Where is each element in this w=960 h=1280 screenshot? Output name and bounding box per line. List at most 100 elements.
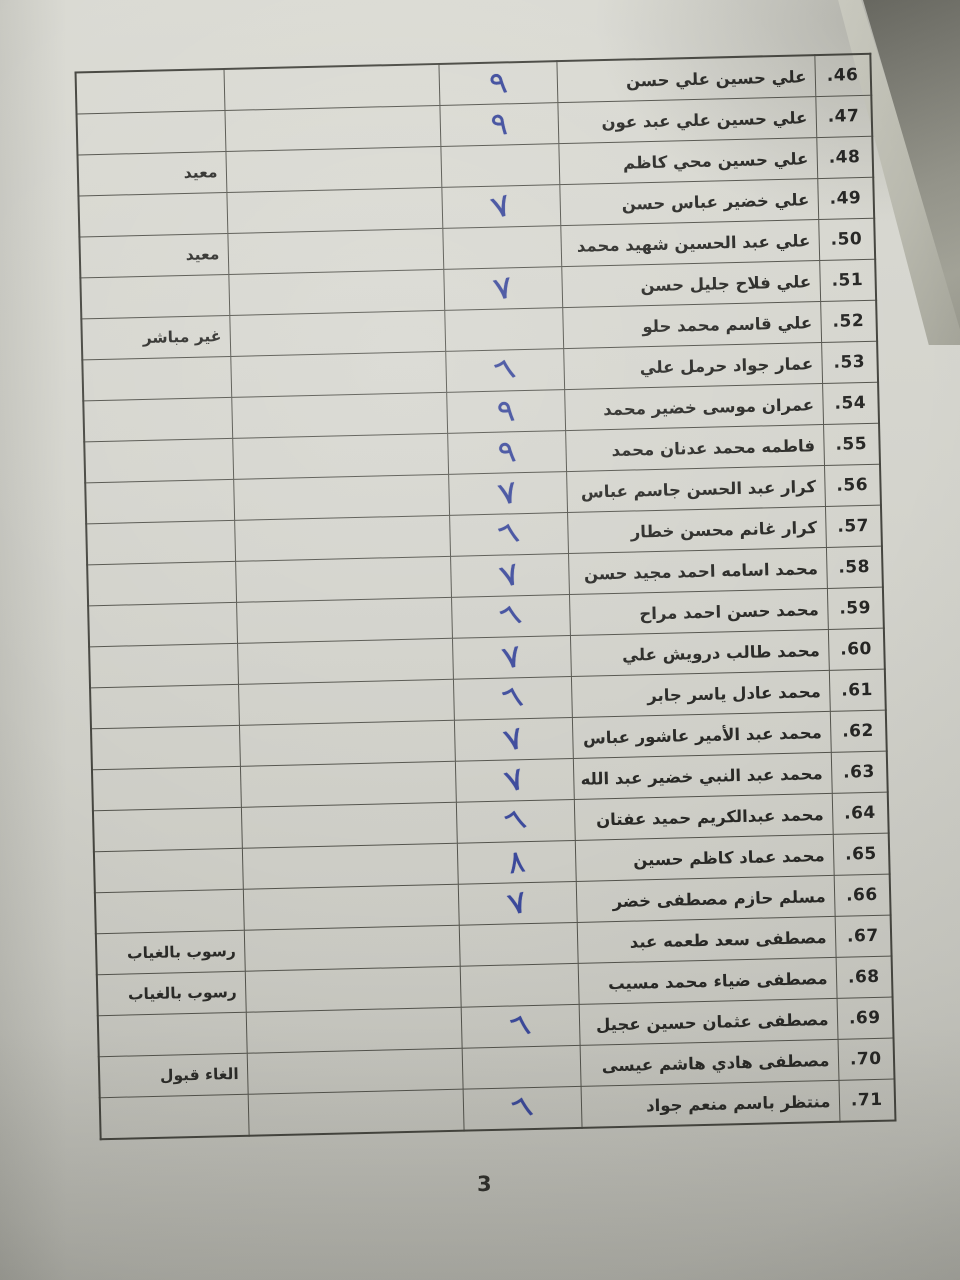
student-name: محمد عادل ياسر جابر [570,670,830,718]
handwritten-mark: ٦ [492,514,524,554]
row-number: .52 [820,300,878,343]
handwritten-mark-cell: ٦ [462,1086,582,1131]
empty-cell [228,269,445,316]
row-number: .66 [833,874,891,917]
row-number: .67 [834,915,892,958]
empty-cell [229,310,446,357]
student-name: علي فلاح جليل حسن [561,260,821,308]
handwritten-mark-cell: ٧ [451,635,571,680]
empty-cell [240,802,457,849]
student-grades-table: .46 علي حسين علي حسن ٩ .47 علي حسين علي … [74,52,897,1141]
empty-cell [247,1089,464,1136]
row-number: .60 [827,628,885,671]
handwritten-mark-cell [440,143,560,188]
row-number: .56 [824,464,881,507]
row-number: .63 [830,751,888,794]
empty-cell [238,720,455,767]
row-number: .68 [835,956,893,999]
empty-cell [239,761,456,808]
status-label [90,684,239,729]
student-name: علي حسين محي كاظم [558,137,818,185]
empty-cell [226,187,443,234]
student-name: مسلم حازم مصطفى خضر [575,875,835,923]
row-number: .59 [826,587,884,630]
row-number: .57 [824,505,882,548]
student-name: محمد عبد الأمير عاشور عباس [571,711,831,759]
handwritten-mark: ٧ [503,883,531,923]
handwritten-mark-cell: ٦ [452,676,572,721]
student-name: محمد طالب درويش علي [569,629,829,677]
handwritten-mark: ٧ [498,637,525,677]
status-label [88,602,238,647]
empty-cell [225,146,442,193]
handwritten-mark-cell [459,963,579,1008]
handwritten-mark-cell: ٦ [455,799,575,844]
student-name: مصطفى ضياء محمد مسيب [577,957,837,1005]
handwritten-mark-cell: ٧ [441,184,561,229]
status-label: الغاء قبول [98,1053,248,1098]
status-label [78,192,228,237]
row-number: .49 [817,177,875,220]
row-number: .48 [816,136,874,179]
handwritten-mark: ٦ [498,801,532,841]
handwritten-mark: ٦ [506,1088,538,1128]
handwritten-mark-cell [461,1045,581,1090]
student-name: علي حسين علي حسن [556,55,816,103]
empty-cell [244,966,461,1013]
status-label: معيد [77,151,227,196]
handwritten-mark: ٧ [495,554,524,595]
empty-cell [232,433,449,480]
empty-cell [243,925,460,972]
student-name: كرار غانم محسن خطار [567,506,826,554]
empty-cell [234,515,451,562]
status-label [89,643,239,688]
student-name: علي خضير عباس حسن [559,178,819,226]
handwritten-mark-cell: ٧ [443,266,563,311]
handwritten-mark-cell: ٧ [454,758,574,803]
status-label [87,561,237,606]
status-label [99,1094,249,1140]
handwritten-mark-cell: ٧ [448,471,568,516]
row-number: .71 [838,1078,896,1122]
empty-cell [241,843,458,890]
empty-cell [235,556,452,603]
handwritten-mark-cell: ٦ [451,594,570,639]
status-label [80,274,230,319]
status-label [85,479,235,524]
row-number: .53 [821,341,879,384]
status-label [75,69,225,115]
handwritten-mark: ٩ [486,63,510,103]
student-name: عمران موسى خضير محمد [564,383,824,431]
handwritten-mark-cell: ٩ [447,430,567,475]
row-number: .55 [823,423,880,466]
row-number: .65 [832,833,890,876]
row-number: .70 [837,1038,895,1081]
row-number: .51 [819,259,877,302]
row-number: .61 [828,669,886,712]
student-name: علي عبد الحسين شهيد محمد [560,219,820,267]
empty-cell [242,884,459,931]
empty-cell [245,1007,462,1054]
handwritten-mark: ٦ [488,350,521,390]
empty-cell [233,474,450,521]
student-name: كرار عبد الحسن جاسم عباس [566,465,825,513]
status-label [83,397,233,442]
handwritten-mark: ٧ [499,719,528,759]
handwritten-mark-cell: ٦ [460,1004,580,1049]
empty-cell [224,105,441,152]
row-number: .54 [822,382,880,425]
student-name: منتظر باسم منعم جواد [580,1080,840,1128]
handwritten-mark-cell: ٩ [446,389,566,434]
status-label: معيد [79,233,229,278]
status-label: رسوب بالغياب [96,971,246,1016]
empty-cell [246,1048,463,1095]
status-label: غير مباشر [81,315,231,360]
status-label [93,848,243,893]
handwritten-mark-cell: ٧ [453,717,573,762]
handwritten-mark: ٨ [505,842,528,881]
empty-cell [227,228,444,275]
row-number: .47 [815,95,873,138]
handwritten-mark-cell: ٦ [449,512,569,557]
student-name: محمد اسامه احمد مجيد حسن [568,547,827,595]
